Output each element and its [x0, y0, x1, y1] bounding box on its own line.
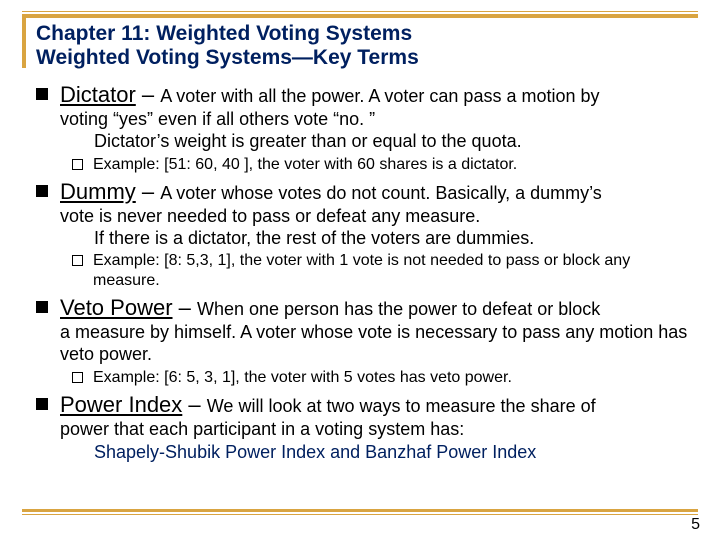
term-name: Dictator [60, 82, 136, 107]
term-def-cont: vote is never needed to pass or defeat a… [60, 206, 694, 228]
term-dictator: Dictator – A voter with all the power. A… [36, 82, 694, 175]
bullet-square-icon [36, 301, 48, 313]
example-text: Example: [6: 5, 3, 1], the voter with 5 … [93, 368, 512, 388]
term-power-index: Power Index – We will look at two ways t… [36, 392, 694, 464]
term-definition: Veto Power – When one person has the pow… [60, 295, 600, 322]
term-definition: Dummy – A voter whose votes do not count… [60, 179, 602, 206]
slide-header: Chapter 11: Weighted Voting Systems Weig… [36, 22, 690, 70]
term-name: Veto Power [60, 295, 173, 320]
slide-body: Dictator – A voter with all the power. A… [36, 82, 694, 468]
term-name: Dummy [60, 179, 136, 204]
term-veto-power: Veto Power – When one person has the pow… [36, 295, 694, 388]
term-def-first: A voter whose votes do not count. Basica… [160, 183, 602, 203]
term-def-cont: a measure by himself. A voter whose vote… [60, 322, 694, 366]
term-def-cont: power that each participant in a voting … [60, 419, 694, 441]
term-def-indent: If there is a dictator, the rest of the … [94, 228, 694, 250]
example-text: Example: [8: 5,3, 1], the voter with 1 v… [93, 251, 694, 291]
chapter-title: Chapter 11: Weighted Voting Systems [36, 22, 690, 46]
term-dash: – [173, 295, 197, 320]
frame-left-rule [22, 14, 26, 68]
page-number: 5 [691, 516, 700, 534]
term-dash: – [182, 392, 206, 417]
term-name: Power Index [60, 392, 182, 417]
bullet-square-icon [36, 88, 48, 100]
term-dummy: Dummy – A voter whose votes do not count… [36, 179, 694, 292]
example-row: Example: [8: 5,3, 1], the voter with 1 v… [72, 251, 694, 291]
example-text: Example: [51: 60, 40 ], the voter with 6… [93, 155, 517, 175]
term-dash: – [136, 82, 160, 107]
term-def-first: When one person has the power to defeat … [197, 299, 600, 319]
slide-subtitle: Weighted Voting Systems—Key Terms [36, 46, 690, 70]
example-row: Example: [51: 60, 40 ], the voter with 6… [72, 155, 694, 175]
term-def-first: A voter with all the power. A voter can … [160, 86, 599, 106]
bullet-hollow-square-icon [72, 372, 83, 383]
term-definition: Power Index – We will look at two ways t… [60, 392, 596, 419]
bullet-hollow-square-icon [72, 255, 83, 266]
term-def-first: We will look at two ways to measure the … [207, 396, 596, 416]
frame-bottom-rule [22, 509, 698, 512]
term-dash: – [136, 179, 160, 204]
term-def-cont: voting “yes” even if all others vote “no… [60, 109, 694, 131]
bullet-square-icon [36, 398, 48, 410]
bullet-hollow-square-icon [72, 159, 83, 170]
power-indices-line: Shapely-Shubik Power Index and Banzhaf P… [94, 441, 694, 464]
term-definition: Dictator – A voter with all the power. A… [60, 82, 600, 109]
frame-top-rule [22, 14, 698, 18]
term-def-indent: Dictator’s weight is greater than or equ… [94, 131, 694, 153]
bullet-square-icon [36, 185, 48, 197]
example-row: Example: [6: 5, 3, 1], the voter with 5 … [72, 368, 694, 388]
